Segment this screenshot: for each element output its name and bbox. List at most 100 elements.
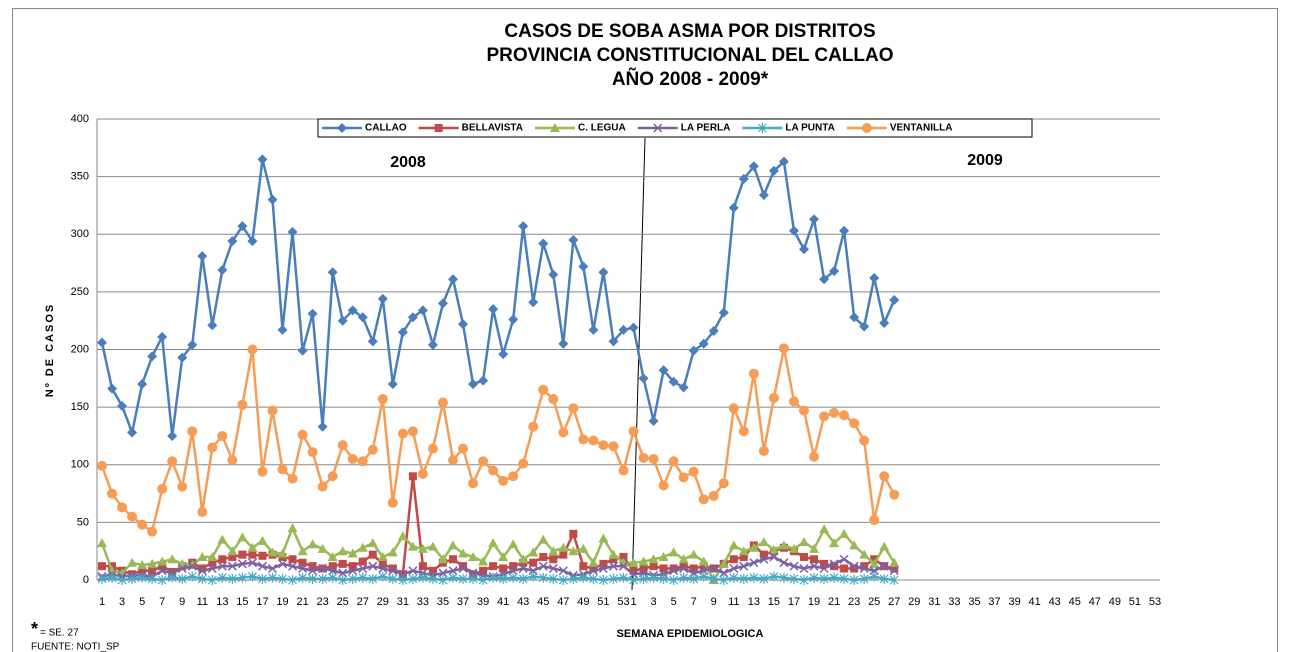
point <box>728 403 739 414</box>
x-tick-label: 13 <box>748 596 760 608</box>
x-tick-label: 31 <box>928 596 940 608</box>
point <box>277 559 288 569</box>
y-tick-label: 300 <box>71 228 89 240</box>
point <box>879 541 890 551</box>
point <box>629 575 638 585</box>
point <box>347 453 358 464</box>
point <box>548 573 558 584</box>
point <box>488 572 498 583</box>
point <box>157 566 167 576</box>
point <box>699 571 709 582</box>
point <box>448 540 459 550</box>
legend-label: LA PUNTA <box>785 123 834 134</box>
point <box>248 571 257 582</box>
point <box>337 315 348 326</box>
chart-frame <box>12 8 1278 652</box>
point <box>729 563 739 574</box>
point <box>568 235 579 246</box>
point <box>849 561 859 571</box>
source: FUENTE: NOTI_SP <box>31 642 120 652</box>
point <box>788 396 799 407</box>
x-tick-label: 27 <box>357 596 369 608</box>
point <box>788 225 799 236</box>
point <box>158 562 167 571</box>
point <box>669 566 679 576</box>
point <box>840 564 849 573</box>
point <box>97 460 108 471</box>
point <box>489 562 498 571</box>
point <box>558 542 569 552</box>
point <box>148 566 157 575</box>
point <box>368 550 377 559</box>
point <box>248 550 257 559</box>
point <box>257 535 268 545</box>
point <box>769 552 779 562</box>
point <box>407 541 418 551</box>
point <box>889 557 900 567</box>
point <box>337 440 348 451</box>
point <box>327 267 338 278</box>
point <box>408 573 418 584</box>
point <box>809 214 820 225</box>
point <box>859 321 870 332</box>
point <box>819 524 830 534</box>
point <box>357 312 368 323</box>
point <box>669 575 679 585</box>
point <box>407 426 418 437</box>
point <box>207 442 218 453</box>
point <box>267 405 278 416</box>
point <box>417 468 428 479</box>
x-tick-label: 47 <box>557 596 569 608</box>
point <box>177 352 188 363</box>
x-tick-label: 29 <box>377 596 389 608</box>
x-tick-label: 35 <box>437 596 449 608</box>
point <box>288 575 297 585</box>
point <box>367 336 378 347</box>
point <box>367 444 378 455</box>
point <box>829 266 840 277</box>
point <box>217 264 228 275</box>
point <box>417 305 428 316</box>
point <box>368 561 378 571</box>
point <box>889 566 899 576</box>
legend-label: BELLAVISTA <box>462 123 523 134</box>
point <box>739 573 749 584</box>
point <box>689 573 699 584</box>
point <box>539 552 548 561</box>
point <box>548 394 559 405</box>
point <box>438 568 448 578</box>
point <box>328 562 337 571</box>
legend-label: VENTANILLA <box>890 123 953 134</box>
point <box>187 426 198 437</box>
point <box>247 558 257 568</box>
point <box>758 445 769 456</box>
point <box>779 572 789 583</box>
point <box>819 411 830 422</box>
x-tick-label: 53 <box>1149 596 1161 608</box>
point <box>147 351 158 362</box>
point <box>850 564 859 573</box>
point <box>458 319 469 330</box>
point <box>638 556 649 566</box>
point <box>177 573 187 584</box>
series <box>97 343 900 537</box>
point <box>718 307 729 318</box>
point <box>508 539 519 549</box>
point <box>368 573 378 584</box>
point <box>508 572 518 583</box>
point <box>799 575 809 585</box>
point <box>377 394 388 405</box>
point <box>138 566 147 575</box>
point <box>217 561 227 571</box>
point <box>357 542 368 552</box>
point <box>829 407 840 418</box>
point <box>307 447 318 458</box>
point <box>679 572 689 583</box>
point <box>618 561 629 571</box>
point <box>117 502 128 513</box>
point <box>427 339 438 350</box>
point <box>558 427 569 438</box>
point <box>679 563 689 574</box>
x-tick-label: 3 <box>119 596 125 608</box>
point <box>538 384 549 395</box>
